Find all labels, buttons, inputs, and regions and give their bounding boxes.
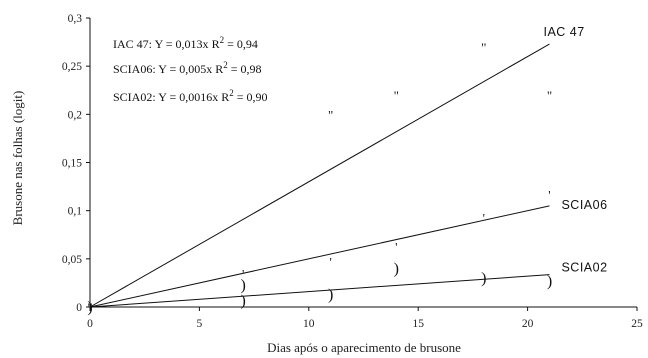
- data-point: ": [328, 107, 333, 122]
- r-squared-superscript: 2: [220, 35, 225, 45]
- y-tick-label: 0,2: [68, 109, 83, 121]
- r-squared-value: = 0,98: [228, 62, 262, 76]
- x-tick-label: 15: [412, 318, 424, 330]
- equation-formula: Y = 0,0016x: [158, 90, 221, 104]
- equation-label: SCIA06:: [113, 62, 158, 76]
- data-point: ): [481, 270, 486, 287]
- r-squared-value: = 0,94: [224, 37, 258, 51]
- data-point: ): [394, 260, 399, 277]
- equation: SCIA06: Y = 0,005x R2 = 0,98: [113, 60, 262, 76]
- y-axis-title: Brusone nas folhas (logit): [10, 91, 25, 226]
- data-point: ": [87, 300, 92, 315]
- x-tick-label: 5: [197, 318, 203, 330]
- data-point: ": [547, 88, 552, 103]
- equation-label: IAC 47:: [113, 37, 155, 51]
- ticks: 0 0,05 0,1 0,15 0,2 0,25 0,3 0 5 10 15 20 25: [62, 13, 643, 330]
- series-labels: IAC 47 SCIA06 SCIA02: [543, 25, 607, 275]
- data-point: ": [481, 40, 486, 55]
- data-point: ': [242, 266, 244, 281]
- equation-formula: Y = 0,005x: [158, 62, 215, 76]
- y-tick-label: 0,15: [62, 158, 82, 170]
- y-tick-label: 0,25: [62, 61, 82, 73]
- series-label: IAC 47: [543, 25, 584, 39]
- data-point: ): [240, 292, 245, 309]
- regression-line: [89, 274, 550, 308]
- equation-formula: Y = 0,013x: [155, 37, 212, 51]
- data-point: ': [483, 210, 485, 225]
- equation: IAC 47: Y = 0,013x R2 = 0,94: [113, 35, 258, 51]
- r-squared-label: R: [215, 62, 223, 76]
- data-point: ": [394, 88, 399, 103]
- equation: SCIA02: Y = 0,0016x R2 = 0,90: [113, 88, 268, 104]
- regression-lines: [89, 43, 550, 308]
- series-label: SCIA02: [561, 261, 607, 275]
- series-label: SCIA06: [561, 198, 607, 212]
- equation-label: SCIA02:: [113, 90, 158, 104]
- y-tick-label: 0: [76, 302, 82, 314]
- r-squared-label: R: [212, 37, 220, 51]
- data-point: ': [330, 255, 332, 270]
- r-squared-superscript: 2: [223, 60, 228, 70]
- data-point: ': [395, 239, 397, 254]
- data-point: ): [328, 286, 333, 303]
- data-point: ): [87, 299, 92, 316]
- r-squared-superscript: 2: [229, 88, 234, 98]
- data-points: """""''''''))))))): [87, 40, 552, 316]
- x-tick-label: 25: [631, 318, 643, 330]
- data-point: ': [548, 187, 550, 202]
- regression-line: [89, 43, 550, 308]
- x-axis-title: Dias após o aparecimento de brusone: [267, 340, 461, 355]
- data-point: ): [547, 273, 552, 290]
- x-tick-label: 10: [303, 318, 315, 330]
- y-tick-label: 0,05: [62, 254, 82, 266]
- r-squared-value: = 0,90: [234, 90, 268, 104]
- data-point: ': [89, 300, 91, 315]
- r-squared-label: R: [221, 90, 229, 104]
- data-point: ): [240, 277, 245, 294]
- x-tick-label: 20: [522, 318, 534, 330]
- regression-line: [89, 205, 550, 308]
- y-tick-label: 0,1: [68, 206, 83, 218]
- x-tick-label: 0: [87, 318, 93, 330]
- y-tick-label: 0,3: [68, 13, 83, 25]
